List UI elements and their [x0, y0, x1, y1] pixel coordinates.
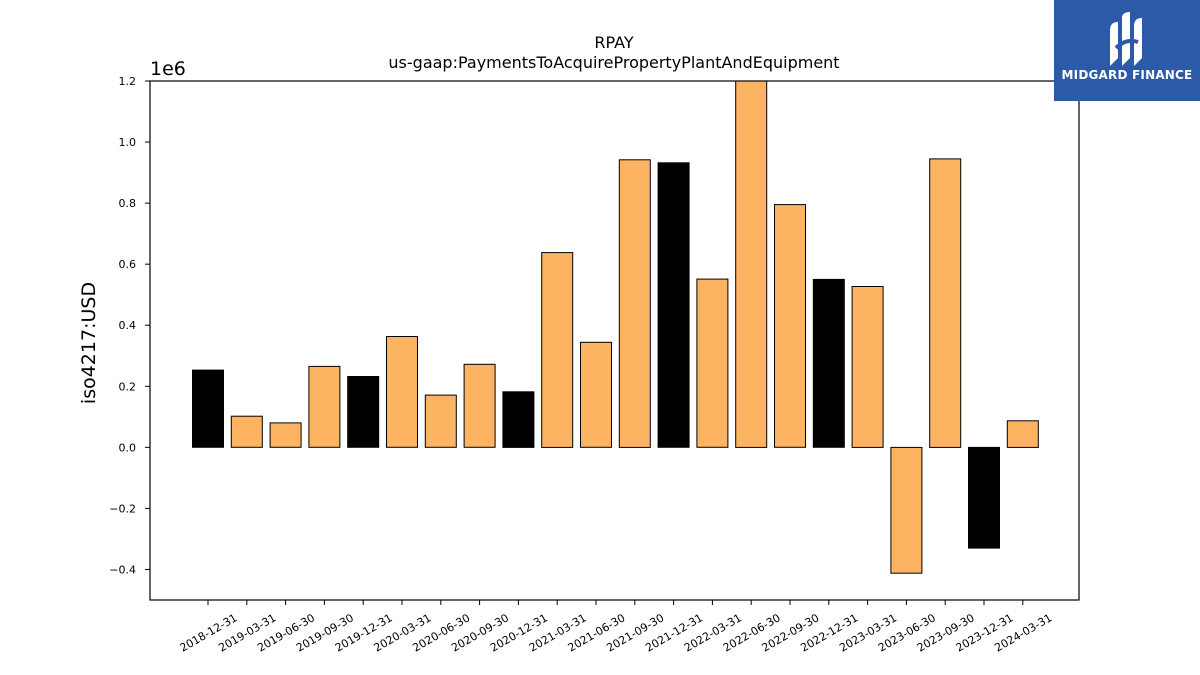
midgard-logo-icon: [1110, 12, 1142, 66]
y-tick-label: −0.4: [109, 563, 136, 576]
y-tick-label: −0.2: [109, 502, 136, 515]
bar-2020-06-30: [424, 394, 457, 448]
bar-2022-09-30: [774, 204, 806, 448]
y-axis-label: iso4217:USD: [78, 282, 100, 404]
bar-2023-06-30: [890, 446, 923, 574]
bar-2022-06-30: [735, 80, 768, 448]
y-tick-label: 0.8: [119, 197, 137, 210]
bar-2023-03-31: [851, 286, 884, 448]
chart-title: RPAY: [594, 33, 633, 52]
bars-layer: [192, 80, 1039, 574]
y-axis: −0.4 −0.2 0.0 0.2 0.4 0.6 0.8 1.0 1.2: [109, 75, 150, 576]
y-tick-label: 0.2: [119, 380, 137, 393]
bar-2022-03-31: [696, 278, 729, 448]
bar-2019-09-30: [308, 365, 341, 448]
bar-2020-12-31: [502, 391, 535, 448]
y-tick-label: 0.6: [119, 258, 137, 271]
brand-logo: MIDGARD FINANCE: [1054, 0, 1200, 101]
logo-text: MIDGARD FINANCE: [1061, 68, 1193, 82]
bar-2021-12-31: [657, 162, 690, 448]
bar-2022-12-31: [812, 278, 845, 448]
bar-2019-12-31: [347, 376, 380, 448]
y-tick-label: 0.0: [119, 441, 137, 454]
bar-2024-03-31: [1006, 420, 1039, 448]
y-tick-label: 0.4: [119, 319, 137, 332]
y-tick-label: 1.0: [119, 136, 137, 149]
bar-2021-06-30: [580, 341, 612, 448]
bar-2018-12-31: [192, 369, 224, 448]
chart-subtitle: us-gaap:PaymentsToAcquirePropertyPlantAn…: [388, 53, 839, 72]
bar-2020-09-30: [463, 363, 496, 448]
bar-2020-03-31: [386, 336, 418, 448]
bar-2023-12-31: [968, 446, 1000, 549]
y-tick-label: 1.2: [119, 75, 137, 88]
plot-frame: [149, 80, 1080, 601]
bar-2019-06-30: [269, 422, 302, 448]
y-axis-multiplier: 1e6: [150, 58, 186, 80]
bar-2021-09-30: [618, 159, 651, 448]
bar-2019-03-31: [230, 415, 263, 448]
bar-2021-03-31: [541, 252, 574, 448]
x-axis: 2018-12-312019-03-312019-06-302019-09-30…: [178, 600, 1054, 655]
bar-2023-09-30: [929, 158, 962, 448]
